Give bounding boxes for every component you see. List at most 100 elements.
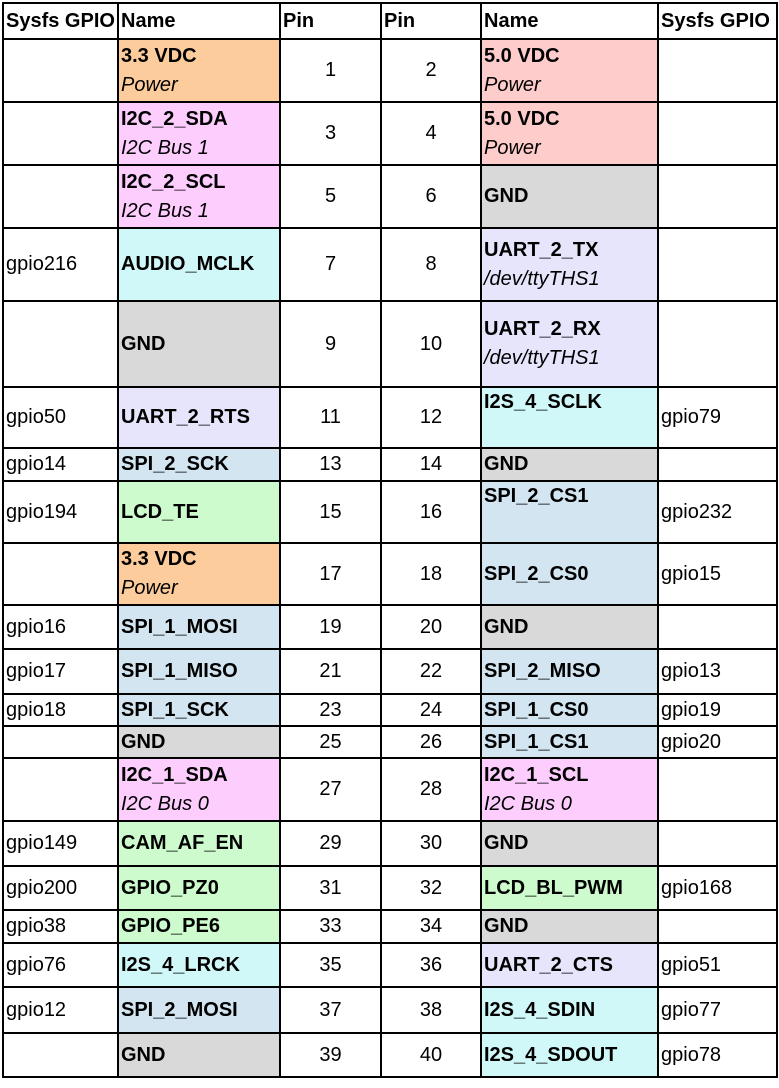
right-pin-name: SPI_1_CS0 [484,698,589,721]
left-sysfs-gpio-cell: gpio16 [2,604,119,650]
pin-row: gpio18 SPI_1_SCK 23 24 SPI_1_CS0 gpio19 [2,693,778,727]
header-right-sysfs-gpio: Sysfs GPIO [657,2,778,40]
pin-row: I2C_2_SDA I2C Bus 1 3 4 5.0 VDC Power [2,101,778,166]
pin-row: gpio216 AUDIO_MCLK 7 8 UART_2_TX/dev/tty… [2,227,778,302]
left-pin-name-cell: UART_2_RTS [117,386,281,449]
left-pin-name: I2C_2_SDA [121,107,228,130]
left-sysfs-gpio-cell: gpio194 [2,480,119,544]
left-pin-number: 27 [279,757,382,822]
right-pin-number: 36 [380,942,482,988]
pin-row: GND 39 40 I2S_4_SDOUT gpio78 [2,1032,778,1078]
right-pin-number: 26 [380,725,482,759]
left-pin-name-cell: GND [117,725,281,759]
right-pin-number: 10 [380,300,482,388]
right-pin-number: 4 [380,101,482,166]
left-pin-name-cell: GPIO_PE6 [117,909,281,944]
right-pin-number: 30 [380,820,482,867]
right-pin-number: 14 [380,447,482,482]
left-sysfs-gpio-cell: gpio38 [2,909,119,944]
left-pin-name-cell: GND [117,1032,281,1078]
left-pin-number: 23 [279,693,382,727]
left-pin-name-cell: SPI_2_MOSI [117,986,281,1034]
left-pin-name-cell: SPI_1_MISO [117,648,281,695]
left-sysfs-gpio-cell [2,164,119,229]
left-pin-name: I2S_4_LRCK [121,953,240,976]
left-pin-name: 3.3 VDC [121,44,197,67]
right-pin-name: UART_2_RX [484,318,601,340]
pin-row: gpio38 GPIO_PE6 33 34 GND [2,909,778,944]
left-sysfs-gpio-cell: gpio216 [2,227,119,302]
right-pin-name-cell: UART_2_TX/dev/ttyTHS1 [480,227,659,302]
left-pin-number: 7 [279,227,382,302]
left-pin-name: GPIO_PZ0 [121,876,219,899]
right-pin-name: I2C_1_SCL [484,763,589,786]
right-pin-name-cell: UART_2_RX/dev/ttyTHS1 [480,300,659,388]
left-pin-name-cell: AUDIO_MCLK [117,227,281,302]
right-pin-name-cell: I2S_4_SDOUT [480,1032,659,1078]
right-pin-name-cell: GND [480,447,659,482]
left-pin-name: GPIO_PE6 [121,915,220,937]
right-pin-name-cell: SPI_2_MISO [480,648,659,695]
right-sysfs-gpio-cell: gpio77 [657,986,778,1034]
right-pin-name: SPI_2_CS0 [484,562,589,585]
header-right-pin: Pin [380,2,482,40]
right-sysfs-gpio-cell: gpio78 [657,1032,778,1078]
header-left-name: Name [117,2,281,40]
left-pin-name: 3.3 VDC [121,548,197,570]
right-pin-function: Power [484,73,541,96]
right-pin-function: /dev/ttyTHS1 [484,267,600,290]
right-sysfs-gpio-cell [657,300,778,388]
right-pin-number: 22 [380,648,482,695]
left-sysfs-gpio-cell [2,101,119,166]
right-sysfs-gpio-cell: gpio15 [657,542,778,606]
left-pin-name-cell: CAM_AF_EN [117,820,281,867]
left-pin-number: 37 [279,986,382,1034]
pin-row: gpio17 SPI_1_MISO 21 22 SPI_2_MISO gpio1… [2,648,778,695]
right-pin-number: 6 [380,164,482,229]
left-sysfs-gpio-cell [2,38,119,103]
left-pin-name: I2C_1_SDA [121,763,228,786]
left-sysfs-gpio-cell [2,300,119,388]
left-pin-name-cell: I2S_4_LRCK [117,942,281,988]
right-pin-number: 16 [380,480,482,544]
left-pin-number: 33 [279,909,382,944]
left-sysfs-gpio-cell [2,757,119,822]
left-pin-name-cell: SPI_2_SCK [117,447,281,482]
left-pin-function: Power [121,577,178,599]
left-sysfs-gpio-cell [2,542,119,606]
left-pin-name-cell: I2C_2_SDA I2C Bus 1 [117,101,281,166]
left-pin-number: 35 [279,942,382,988]
right-pin-name: GND [484,453,529,475]
left-pin-number: 5 [279,164,382,229]
right-pin-name-cell: SPI_2_CS1 [480,480,659,544]
pin-row: gpio50 UART_2_RTS 11 12 I2S_4_SCLK gpio7… [2,386,778,449]
left-pin-name-cell: I2C_1_SDA I2C Bus 0 [117,757,281,822]
right-pin-number: 12 [380,386,482,449]
pin-row: 3.3 VDC Power 1 2 5.0 VDC Power [2,38,778,103]
left-sysfs-gpio-cell: gpio200 [2,865,119,911]
right-pin-name-cell: GND [480,164,659,229]
right-pin-name: UART_2_TX [484,238,599,261]
left-pin-function: I2C Bus 1 [121,199,209,222]
right-sysfs-gpio-cell: gpio168 [657,865,778,911]
left-pin-number: 9 [279,300,382,388]
left-pin-name-cell: GND [117,300,281,388]
left-pin-number: 15 [279,480,382,544]
left-pin-name: UART_2_RTS [121,406,250,428]
left-pin-name: GND [121,332,166,355]
pin-row: GND 9 10 UART_2_RX/dev/ttyTHS1 [2,300,778,388]
right-pin-name: I2S_4_SDIN [484,998,596,1021]
right-pin-name-cell: SPI_1_CS1 [480,725,659,759]
left-sysfs-gpio-cell: gpio18 [2,693,119,727]
right-sysfs-gpio-cell: gpio20 [657,725,778,759]
left-pin-number: 3 [279,101,382,166]
right-pin-name-cell: 5.0 VDC Power [480,101,659,166]
right-pin-function: Power [484,136,541,159]
right-pin-name: GND [484,832,529,854]
left-pin-name: I2C_2_SCL [121,170,226,193]
right-pin-number: 24 [380,693,482,727]
left-pin-name-cell: I2C_2_SCL I2C Bus 1 [117,164,281,229]
header-row: Sysfs GPIO Name Pin Pin Name Sysfs GPIO [2,2,778,40]
left-pin-number: 31 [279,865,382,911]
header-left-sysfs-gpio: Sysfs GPIO [2,2,119,40]
